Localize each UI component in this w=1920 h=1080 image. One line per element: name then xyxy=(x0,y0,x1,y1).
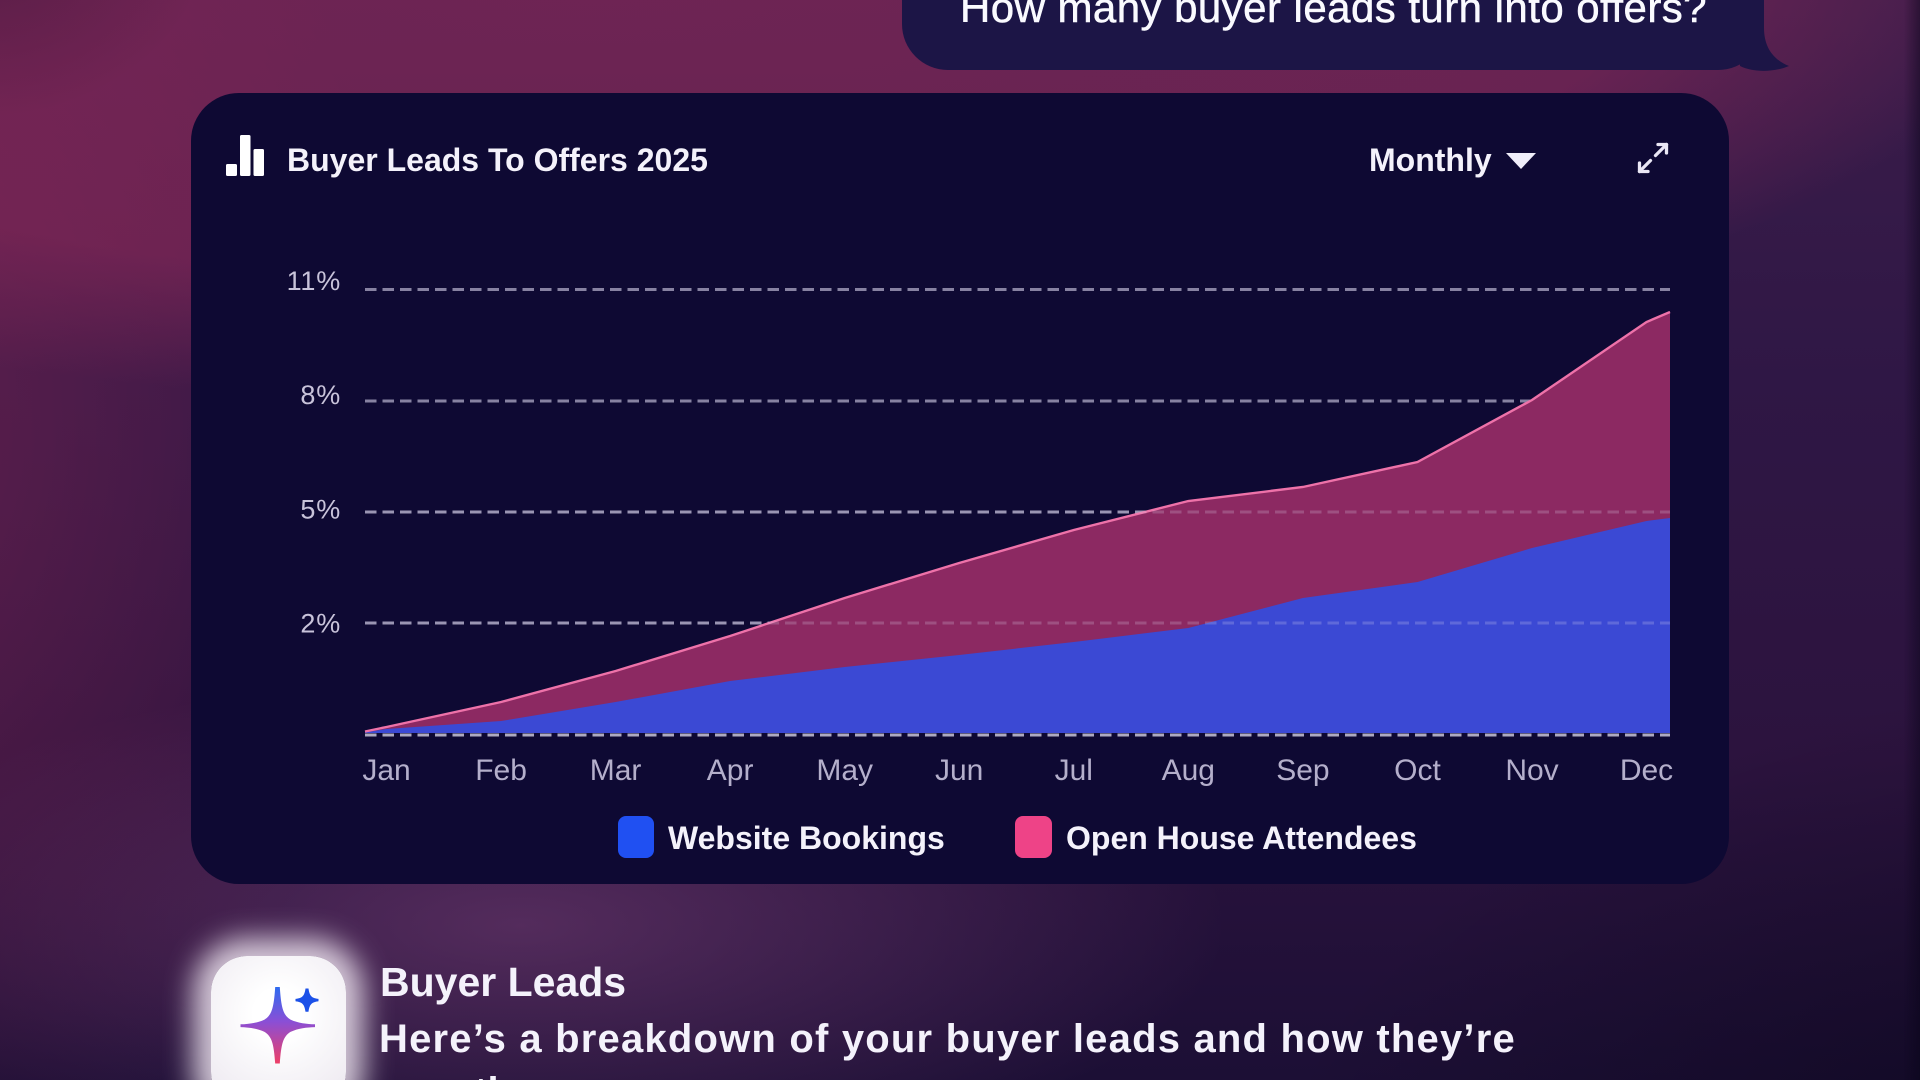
svg-text:Aug: Aug xyxy=(1162,754,1215,787)
svg-text:Dec: Dec xyxy=(1620,754,1673,787)
svg-text:Jul: Jul xyxy=(1055,754,1093,787)
svg-text:Feb: Feb xyxy=(475,754,527,787)
svg-text:Jun: Jun xyxy=(935,754,983,787)
svg-text:2%: 2% xyxy=(300,609,341,639)
svg-text:8%: 8% xyxy=(300,380,341,410)
svg-text:Nov: Nov xyxy=(1505,754,1558,787)
svg-text:11%: 11% xyxy=(287,266,341,296)
svg-text:Mar: Mar xyxy=(590,754,642,787)
svg-text:Oct: Oct xyxy=(1394,754,1441,787)
svg-text:5%: 5% xyxy=(300,495,341,525)
svg-text:May: May xyxy=(816,754,873,787)
svg-text:Apr: Apr xyxy=(707,754,754,787)
svg-text:Sep: Sep xyxy=(1276,754,1329,787)
svg-text:Jan: Jan xyxy=(362,754,410,787)
